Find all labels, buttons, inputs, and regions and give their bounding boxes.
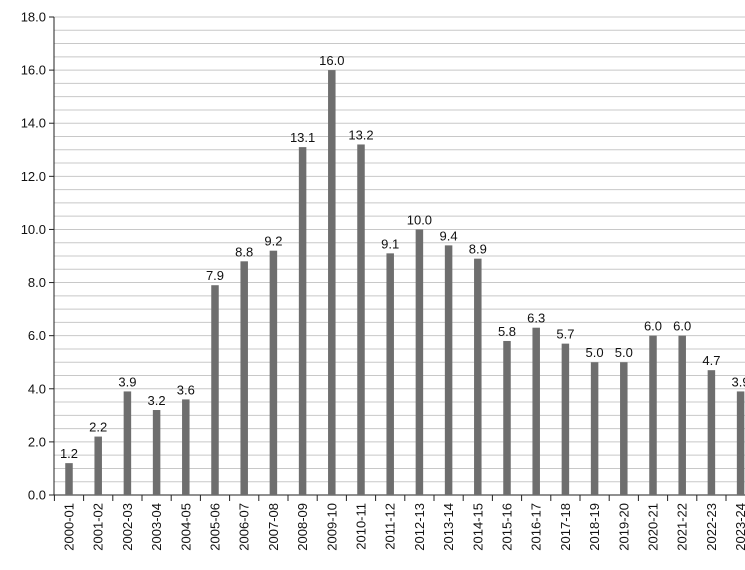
data-label: 8.9: [469, 242, 487, 257]
x-tick-label: 2023-24: [733, 503, 745, 551]
bar: [211, 285, 219, 495]
gridlines: [54, 16, 745, 483]
data-label: 8.8: [235, 244, 253, 259]
data-label: 9.4: [440, 228, 458, 243]
y-tick-label: 4.0: [28, 381, 46, 396]
x-tick-label: 2016-17: [529, 503, 544, 551]
bar: [269, 250, 278, 495]
x-tick-label: 2013-14: [441, 503, 456, 551]
bar: [649, 335, 657, 495]
x-tick-label: 2021-22: [675, 503, 690, 551]
x-tick-label: 2015-16: [500, 503, 515, 551]
x-tick-label: 2009-10: [324, 503, 339, 551]
data-label: 16.0: [319, 53, 344, 68]
bar: [503, 340, 511, 495]
bar: [590, 362, 599, 495]
x-tick-label: 2008-09: [295, 503, 310, 551]
data-label: 13.2: [348, 127, 373, 142]
x-tick-label: 2017-18: [558, 503, 573, 551]
bars: [65, 70, 745, 495]
data-label: 4.7: [702, 353, 720, 368]
x-tick-label: 2012-13: [412, 503, 427, 551]
bar: [561, 343, 570, 495]
x-tick-label: 2010-11: [354, 503, 369, 550]
y-tick-label: 10.0: [21, 222, 46, 237]
y-tick-label: 12.0: [21, 169, 46, 184]
data-label: 6.0: [673, 319, 691, 334]
data-label: 7.9: [206, 268, 224, 283]
bar: [123, 391, 132, 495]
data-label: 5.0: [615, 345, 633, 360]
x-tick-label: 2014-15: [470, 503, 485, 551]
data-label: 9.2: [264, 234, 282, 249]
data-label: 6.3: [527, 311, 545, 326]
y-tick-label: 18.0: [21, 10, 46, 25]
data-label: 6.0: [644, 319, 662, 334]
data-label: 10.0: [407, 212, 432, 227]
data-labels: 1.2 2.2 3.9 3.2 3.6 7.9 8.8 9.2 13.1 16.0 13.2 9.1 1…: [60, 53, 745, 461]
x-tick-label: 2006-07: [237, 503, 252, 551]
data-label: 1.2: [60, 446, 78, 461]
y-tick-labels: 0.0 2.0 4.0 6.0 8.0 10.0 12.0 14.0 16.0 18.0: [21, 10, 46, 503]
bar: [620, 362, 628, 495]
bar: [152, 410, 161, 495]
bar: [474, 258, 482, 495]
data-label: 2.2: [89, 420, 107, 435]
data-label: 9.1: [381, 236, 399, 251]
bar: [532, 327, 540, 495]
y-tick-label: 6.0: [28, 328, 46, 343]
data-label: 3.9: [118, 374, 136, 389]
x-tick-label: 2002-03: [120, 503, 135, 551]
bar: [415, 229, 424, 495]
x-tick-label: 2007-08: [266, 503, 281, 551]
bar: [357, 144, 365, 495]
bar: [328, 70, 336, 495]
y-tick-label: 0.0: [28, 488, 46, 503]
data-label: 5.7: [556, 327, 574, 342]
data-label: 5.0: [586, 345, 604, 360]
x-tick-label: 2004-05: [178, 503, 193, 551]
x-tick-label: 2001-02: [91, 503, 106, 551]
data-label: 3.9: [732, 374, 745, 389]
bar: [386, 253, 394, 495]
bar: [298, 147, 307, 495]
data-label: 13.1: [290, 130, 315, 145]
bar: [182, 399, 190, 495]
y-tick-label: 14.0: [21, 116, 46, 131]
bar: [240, 261, 248, 495]
x-tick-label: 2003-04: [149, 503, 164, 551]
bar: [736, 391, 745, 495]
axes: [49, 16, 745, 501]
x-tick-label: 2005-06: [208, 503, 223, 551]
data-label: 5.8: [498, 324, 516, 339]
bar: [444, 245, 453, 495]
x-tick-label: 2000-01: [62, 503, 77, 551]
x-tick-label: 2019-20: [616, 503, 631, 551]
x-tick-label: 2022-23: [704, 503, 719, 551]
bar: [94, 436, 102, 495]
x-tick-label: 2018-19: [587, 503, 602, 551]
bar: [65, 463, 73, 495]
y-tick-label: 2.0: [28, 434, 46, 449]
x-tick-label: 2011-12: [383, 503, 398, 550]
bar: [707, 370, 716, 495]
data-label: 3.6: [177, 382, 195, 397]
x-tick-label: 2020-21: [646, 503, 661, 551]
x-tick-labels: 2000-01 2001-02 2002-03 2003-04 2004-05 2005-…: [62, 503, 745, 551]
bar: [678, 335, 686, 495]
y-tick-label: 16.0: [21, 63, 46, 78]
data-label: 3.2: [148, 393, 166, 408]
y-tick-label: 8.0: [28, 275, 46, 290]
